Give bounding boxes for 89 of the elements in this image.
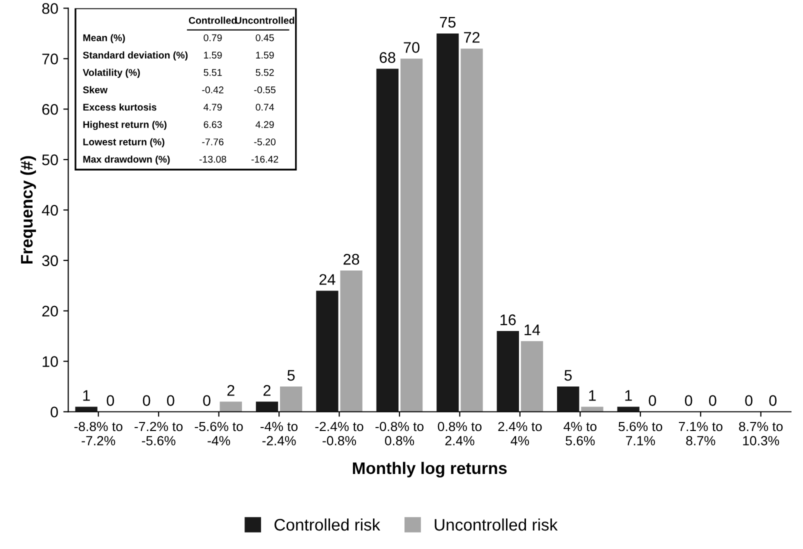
x-tick-label: 8.7% to 10.3% bbox=[739, 422, 783, 446]
x-tick-label: -0.8% to 0.8% bbox=[376, 422, 424, 446]
annotation: Skew bbox=[82, 86, 108, 94]
x-tick-label: 4% to 5.6% bbox=[564, 422, 596, 446]
x-tick-label: -4% to -2.4% bbox=[260, 422, 298, 446]
y-tick-label: 20 bbox=[42, 306, 58, 317]
data-label: 1 bbox=[589, 390, 596, 401]
data-label: 5 bbox=[287, 370, 295, 381]
y-tick-label: 40 bbox=[42, 204, 58, 216]
x-tick-label: 0.8% to 2.4% bbox=[438, 422, 482, 446]
annotation: Standard deviation (%) bbox=[82, 51, 188, 60]
bar bbox=[220, 402, 242, 412]
x-tick-label: -8.8% to -7.2% bbox=[74, 422, 122, 446]
data-label: 1 bbox=[625, 390, 632, 401]
annotation: Uncontrolled bbox=[235, 16, 294, 24]
y-axis-title: Frequency (#) bbox=[20, 156, 36, 264]
x-tick-label: -7.2% to -5.6% bbox=[134, 422, 183, 446]
bar bbox=[557, 386, 580, 412]
annotation: Max drawdown (%) bbox=[83, 156, 170, 165]
bar bbox=[460, 48, 483, 412]
data-label: 0 bbox=[142, 395, 150, 406]
annotation: Excess kurtosis bbox=[83, 104, 156, 111]
annotation: 5.51 bbox=[204, 69, 222, 76]
x-tick-label: 2.4% to 4% bbox=[498, 422, 542, 446]
bar bbox=[256, 402, 278, 412]
y-tick-label: 80 bbox=[42, 3, 58, 14]
annotation: 1.59 bbox=[204, 52, 222, 59]
annotation: -7.76 bbox=[202, 138, 224, 146]
x-tick-label: -2.4% to -0.8% bbox=[315, 422, 364, 446]
annotation: 0.45 bbox=[256, 34, 274, 42]
data-label: 0 bbox=[166, 395, 174, 406]
legend-label: Uncontrolled risk bbox=[434, 518, 558, 531]
annotation: -16.42 bbox=[251, 156, 278, 163]
data-label: 72 bbox=[464, 32, 480, 43]
data-label: 1 bbox=[83, 390, 90, 401]
data-label: 0 bbox=[769, 395, 777, 406]
bar bbox=[75, 406, 98, 412]
data-label: 24 bbox=[319, 274, 336, 285]
bar bbox=[280, 386, 302, 412]
data-label: 70 bbox=[404, 42, 420, 53]
annotation: 0.74 bbox=[256, 104, 274, 111]
bar bbox=[581, 406, 604, 412]
data-label: 0 bbox=[648, 395, 656, 406]
annotation: -13.08 bbox=[199, 156, 226, 163]
data-label: 0 bbox=[709, 395, 716, 406]
data-label: 2 bbox=[227, 385, 234, 396]
annotation: 0.79 bbox=[204, 34, 222, 42]
y-tick-label: 30 bbox=[42, 255, 58, 266]
x-tick-label: 5.6% to 7.1% bbox=[618, 422, 662, 446]
annotation: Volatility (%) bbox=[82, 68, 140, 78]
data-label: 5 bbox=[564, 370, 572, 381]
annotation: Lowest return (%) bbox=[83, 138, 164, 148]
data-label: 0 bbox=[745, 395, 752, 406]
y-tick-label: 50 bbox=[42, 154, 58, 166]
annotation: 5.52 bbox=[256, 69, 274, 76]
data-label: 14 bbox=[524, 324, 540, 336]
annotation: 6.63 bbox=[204, 121, 222, 128]
annotation: 1.59 bbox=[256, 52, 274, 59]
data-label: 0 bbox=[106, 395, 114, 406]
data-label: 28 bbox=[344, 254, 360, 265]
data-label: 68 bbox=[380, 52, 396, 63]
annotation: 4.29 bbox=[256, 121, 274, 128]
x-tick-label: 7.1% to 8.7% bbox=[678, 422, 722, 446]
data-label: 0 bbox=[203, 395, 210, 406]
bar bbox=[520, 341, 544, 412]
annotation: Controlled bbox=[188, 16, 236, 24]
bar bbox=[316, 290, 338, 412]
bar bbox=[400, 58, 423, 412]
y-tick-label: 60 bbox=[42, 104, 58, 115]
annotation: Highest return (%) bbox=[83, 120, 166, 130]
annotation: -0.42 bbox=[202, 86, 224, 94]
data-label: 16 bbox=[500, 314, 516, 326]
y-tick-label: 70 bbox=[42, 54, 58, 64]
x-axis-title: Monthly log returns bbox=[352, 462, 507, 478]
data-label: 0 bbox=[684, 395, 692, 406]
bar bbox=[436, 33, 459, 412]
data-label: 2 bbox=[264, 385, 270, 396]
legend-label: Controlled risk bbox=[274, 518, 380, 531]
bar bbox=[340, 270, 362, 412]
annotation: 4.79 bbox=[204, 104, 222, 111]
annotation: Mean (%) bbox=[83, 34, 125, 44]
x-tick-label: -5.6% to -4% bbox=[194, 422, 243, 446]
y-tick-label: 0 bbox=[50, 406, 58, 418]
data-label: 75 bbox=[440, 16, 456, 28]
y-tick-label: 10 bbox=[42, 356, 58, 367]
bar bbox=[496, 331, 519, 412]
annotation: -5.20 bbox=[254, 138, 276, 146]
annotation: -0.55 bbox=[254, 86, 276, 94]
bar bbox=[376, 68, 399, 412]
